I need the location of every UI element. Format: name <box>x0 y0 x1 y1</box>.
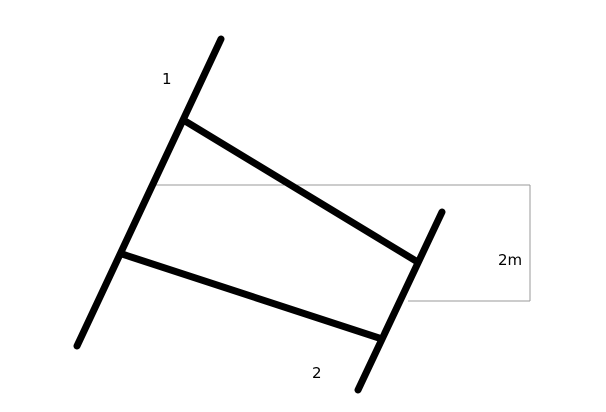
section-2-label: 2 <box>312 364 322 382</box>
section-1-label: 1 <box>162 70 172 88</box>
height-label: 2m <box>498 251 522 269</box>
pipe-lower-wall <box>118 250 383 342</box>
section-1-line <box>73 35 225 350</box>
section-2-line <box>354 208 446 394</box>
pipe-upper-wall <box>181 117 420 265</box>
